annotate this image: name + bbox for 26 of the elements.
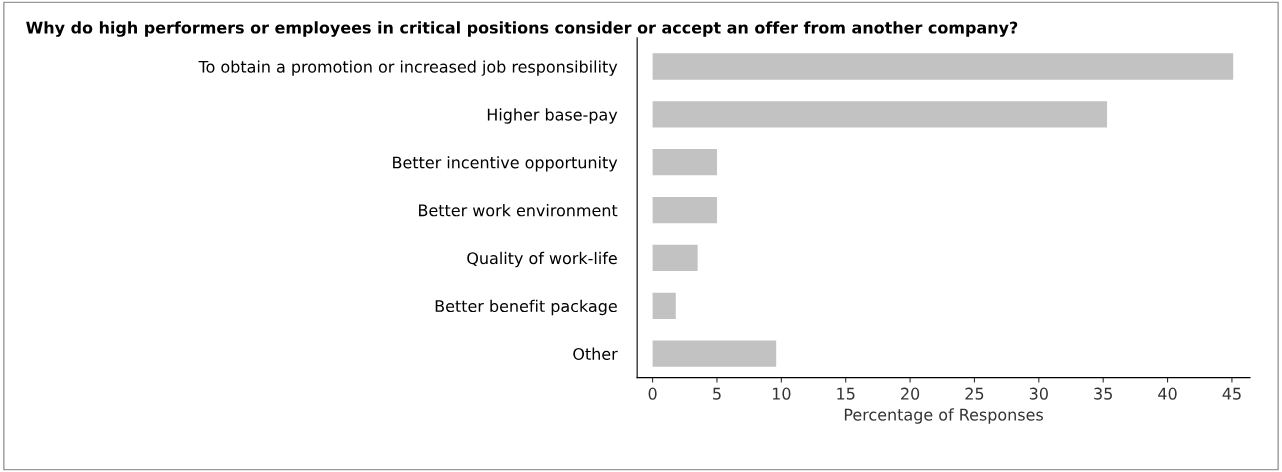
y-tick-label: To obtain a promotion or increased job responsibility: [198, 60, 618, 76]
bar: [652, 292, 676, 319]
x-tick-label: 0: [648, 387, 657, 400]
y-tick-label: Better incentive opportunity: [393, 156, 618, 172]
x-tick-label: 45: [1222, 387, 1241, 400]
x-tick-label: 40: [1158, 387, 1177, 400]
chart-title: Why do high performers or employees in critical positions consider or accept an offer from another company?: [26, 21, 1018, 37]
bar: [652, 340, 777, 367]
y-tick-label: Better work environment: [419, 204, 618, 217]
y-tick-label: Other: [573, 347, 618, 360]
bar: [652, 244, 698, 272]
x-tick-label: 35: [1094, 387, 1112, 400]
x-tick-label: 25: [965, 387, 984, 400]
x-axis-title: Percentage of Responses: [844, 408, 1043, 424]
x-tick-label: 20: [901, 387, 920, 400]
x-tick-label: 15: [837, 387, 855, 400]
x-tick-label: 30: [1029, 387, 1048, 400]
bar: [652, 196, 717, 224]
y-tick-label: Quality of work-life: [467, 251, 617, 268]
x-tick-label: 5: [713, 387, 721, 400]
bar: [652, 53, 1234, 80]
x-tick-label: 10: [772, 387, 791, 400]
y-tick-label: Better benefit package: [435, 299, 617, 316]
bar: [652, 149, 717, 176]
bar: [652, 101, 1108, 128]
y-tick-label: Higher base-pay: [487, 108, 618, 124]
